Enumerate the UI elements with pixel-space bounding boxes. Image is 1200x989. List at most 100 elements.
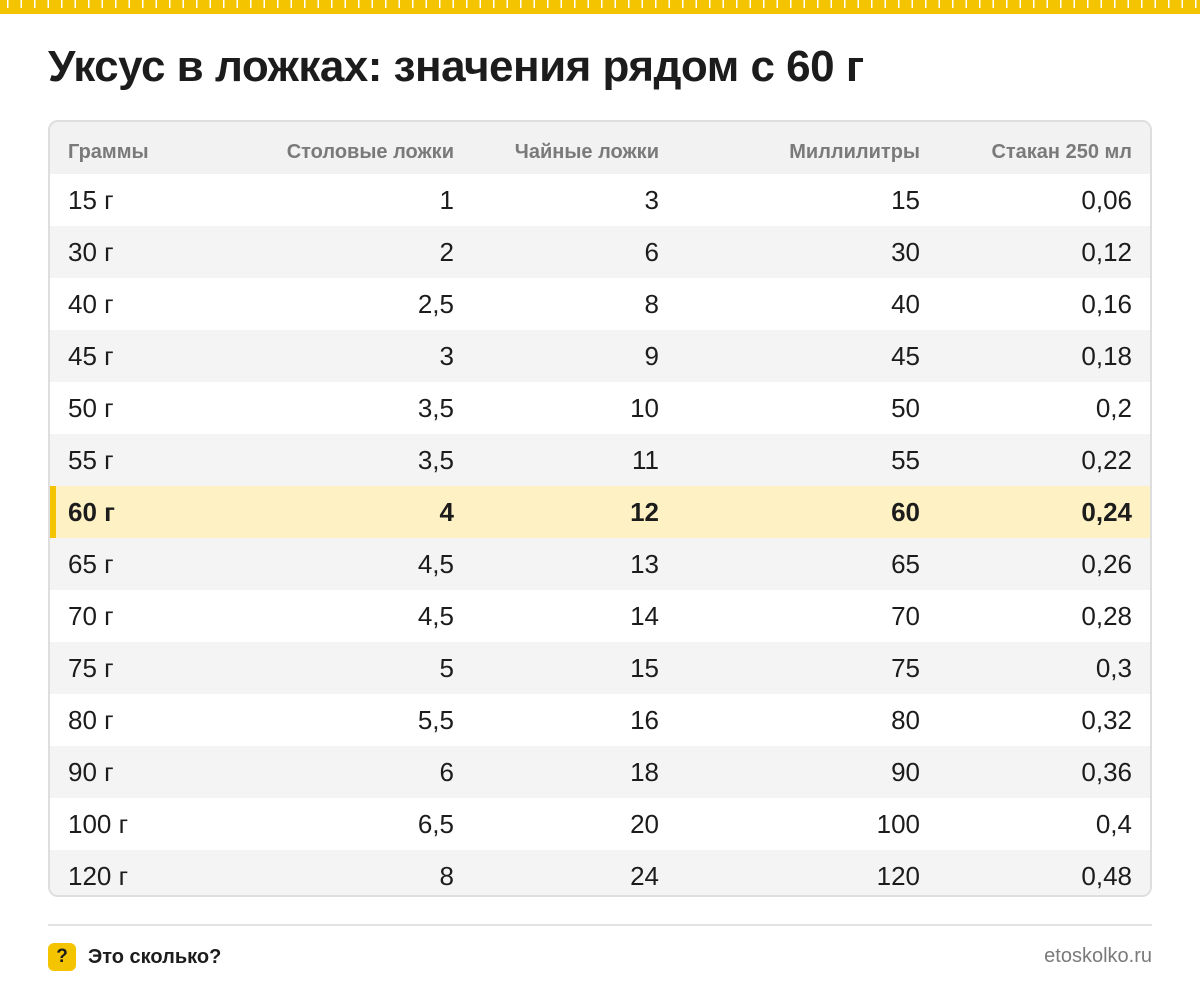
cell-teaspoons: 13 [630, 548, 659, 579]
cell-teaspoons: 16 [630, 704, 659, 735]
table-row: 15 г 1 3 15 0,06 [50, 174, 1150, 226]
ruler-tick [182, 0, 184, 8]
table-row: 75 г 5 15 75 0,3 [50, 642, 1150, 694]
ruler-tick [236, 0, 238, 8]
cell-grams: 80 г [68, 704, 114, 735]
cell-milliliters: 45 [891, 340, 920, 371]
table-row: 40 г 2,5 8 40 0,16 [50, 278, 1150, 330]
cell-milliliters: 70 [891, 600, 920, 631]
ruler-tick [614, 0, 616, 8]
cell-glass: 0,26 [1081, 548, 1132, 579]
ruler-ticks [7, 0, 1197, 8]
cell-glass: 0,12 [1081, 236, 1132, 267]
cell-teaspoons: 3 [644, 184, 659, 215]
table-header-row: Граммы Столовые ложки Чайные ложки Милли… [50, 122, 1150, 174]
cell-milliliters: 40 [891, 288, 920, 319]
ruler-tick [776, 0, 778, 8]
table-row-highlighted: 60 г 4 12 60 0,24 [50, 486, 1150, 538]
table-row: 30 г 2 6 30 0,12 [50, 226, 1150, 278]
cell-teaspoons: 20 [630, 808, 659, 839]
ruler-tick [857, 0, 859, 8]
cell-glass: 0,16 [1081, 288, 1132, 319]
ruler-tick [682, 0, 684, 8]
cell-grams: 45 г [68, 340, 114, 371]
cell-tablespoons: 4 [439, 496, 454, 527]
ruler-tick [479, 0, 481, 8]
column-header-tablespoons: Столовые ложки [286, 140, 454, 163]
ruler-tick [115, 0, 117, 8]
cell-glass: 0,48 [1081, 860, 1132, 891]
cell-teaspoons: 18 [630, 756, 659, 787]
cell-milliliters: 75 [891, 652, 920, 683]
ruler-tick [547, 0, 549, 8]
cell-glass: 0,28 [1081, 600, 1132, 631]
ruler-tick [736, 0, 738, 8]
ruler-tick [250, 0, 252, 8]
cell-teaspoons: 6 [644, 236, 659, 267]
ruler-tick [34, 0, 36, 8]
cell-milliliters: 120 [876, 860, 920, 891]
table-row: 90 г 6 18 90 0,36 [50, 746, 1150, 798]
cell-glass: 0,18 [1081, 340, 1132, 371]
ruler-tick [209, 0, 211, 8]
cell-glass: 0,36 [1081, 756, 1132, 787]
cell-tablespoons: 1 [439, 184, 454, 215]
ruler-tick [101, 0, 103, 8]
cell-glass: 0,22 [1081, 444, 1132, 475]
cell-grams: 30 г [68, 236, 114, 267]
ruler-tick [506, 0, 508, 8]
cell-tablespoons: 5 [439, 652, 454, 683]
ruler-tick [1073, 0, 1075, 8]
ruler-tick [1195, 0, 1197, 8]
ruler-tick [1060, 0, 1062, 8]
table-row: 100 г 6,5 20 100 0,4 [50, 798, 1150, 850]
cell-grams: 65 г [68, 548, 114, 579]
ruler-tick [1006, 0, 1008, 8]
ruler-tick [1033, 0, 1035, 8]
table-row: 120 г 8 24 120 0,48 [50, 850, 1150, 895]
cell-tablespoons: 4,5 [417, 548, 454, 579]
ruler-tick [61, 0, 63, 8]
ruler-tick [520, 0, 522, 8]
cell-tablespoons: 3 [439, 340, 454, 371]
table-row: 80 г 5,5 16 80 0,32 [50, 694, 1150, 746]
ruler-tick [223, 0, 225, 8]
ruler-tick [317, 0, 319, 8]
ruler-tick [20, 0, 22, 8]
cell-glass: 0,06 [1081, 184, 1132, 215]
ruler-tick [7, 0, 9, 8]
cell-grams: 70 г [68, 600, 114, 631]
cell-milliliters: 90 [891, 756, 920, 787]
column-header-glass: Стакан 250 мл [991, 140, 1132, 163]
ruler-tick [128, 0, 130, 8]
ruler-tick [88, 0, 90, 8]
cell-milliliters: 15 [891, 184, 920, 215]
cell-tablespoons: 8 [439, 860, 454, 891]
ruler-tick [574, 0, 576, 8]
ruler-tick [560, 0, 562, 8]
cell-milliliters: 100 [876, 808, 920, 839]
ruler-tick [47, 0, 49, 8]
ruler-tick [911, 0, 913, 8]
ruler-tick [1100, 0, 1102, 8]
cell-grams: 75 г [68, 652, 114, 683]
site-url[interactable]: etoskolko.ru [1044, 945, 1152, 967]
ruler-tick [493, 0, 495, 8]
ruler-tick [722, 0, 724, 8]
cell-grams: 40 г [68, 288, 114, 319]
cell-teaspoons: 8 [644, 288, 659, 319]
conversion-table: Граммы Столовые ложки Чайные ложки Милли… [48, 120, 1152, 897]
cell-grams: 55 г [68, 444, 114, 475]
ruler-tick [385, 0, 387, 8]
ruler-tick [790, 0, 792, 8]
table-row: 55 г 3,5 11 55 0,22 [50, 434, 1150, 486]
cell-milliliters: 60 [891, 496, 920, 527]
ruler-tick [763, 0, 765, 8]
ruler-tick [952, 0, 954, 8]
ruler-tick [74, 0, 76, 8]
cell-tablespoons: 6 [439, 756, 454, 787]
cell-teaspoons: 12 [630, 496, 659, 527]
table-row: 70 г 4,5 14 70 0,28 [50, 590, 1150, 642]
ruler-tick [371, 0, 373, 8]
cell-tablespoons: 4,5 [417, 600, 454, 631]
